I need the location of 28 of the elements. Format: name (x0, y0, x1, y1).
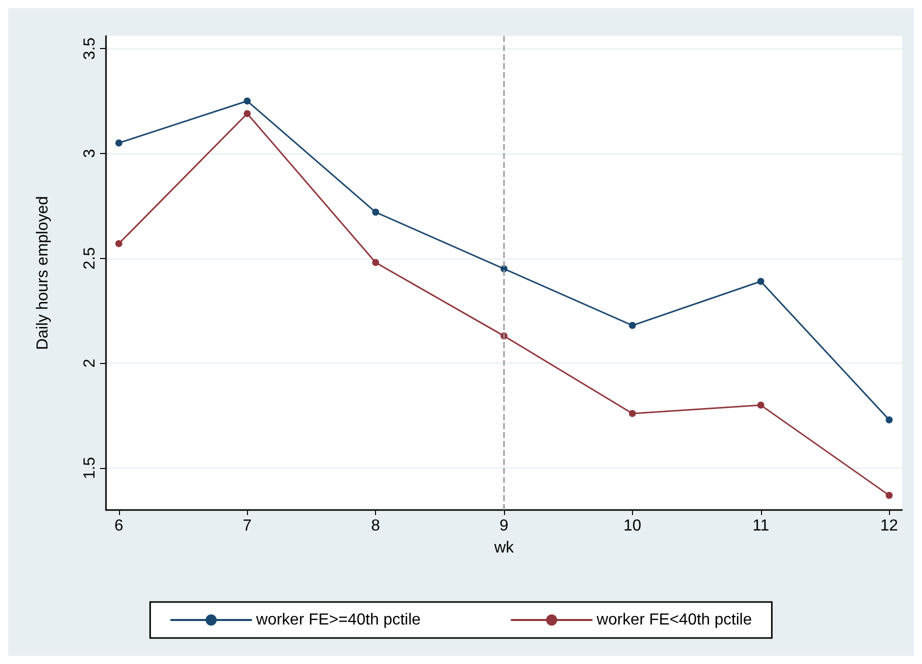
point (628, 410, 636, 418)
point (886, 492, 893, 499)
x-tick-label: 10 (623, 518, 642, 534)
point (886, 416, 893, 424)
y-tick-label: 2 (82, 358, 98, 368)
legend-label: worker FE<40th pctile (596, 612, 752, 628)
y-tick-label: 2.5 (82, 247, 98, 270)
x-tick-label: 11 (752, 518, 770, 534)
x-tick-label: 8 (371, 518, 380, 534)
point (757, 402, 764, 409)
point (628, 322, 636, 329)
x-tick-label: 6 (114, 518, 124, 534)
point (372, 259, 380, 266)
x-tick-label: 9 (500, 518, 509, 534)
x-axis-title: wk (493, 540, 515, 556)
legend-label: worker FE>=40th pctile (255, 612, 421, 628)
x-tick-label: 7 (242, 518, 252, 534)
y-tick-label: 3 (82, 148, 98, 158)
y-tick-label: 1.5 (82, 456, 98, 480)
point (372, 208, 380, 216)
x-tick-label: 12 (880, 518, 898, 534)
point (115, 139, 122, 146)
y-tick-label: 3.5 (82, 37, 98, 60)
point (244, 110, 251, 118)
point (757, 278, 764, 285)
point (115, 240, 122, 248)
point (244, 98, 251, 105)
y-axis-title: Daily hours employed (34, 196, 52, 350)
